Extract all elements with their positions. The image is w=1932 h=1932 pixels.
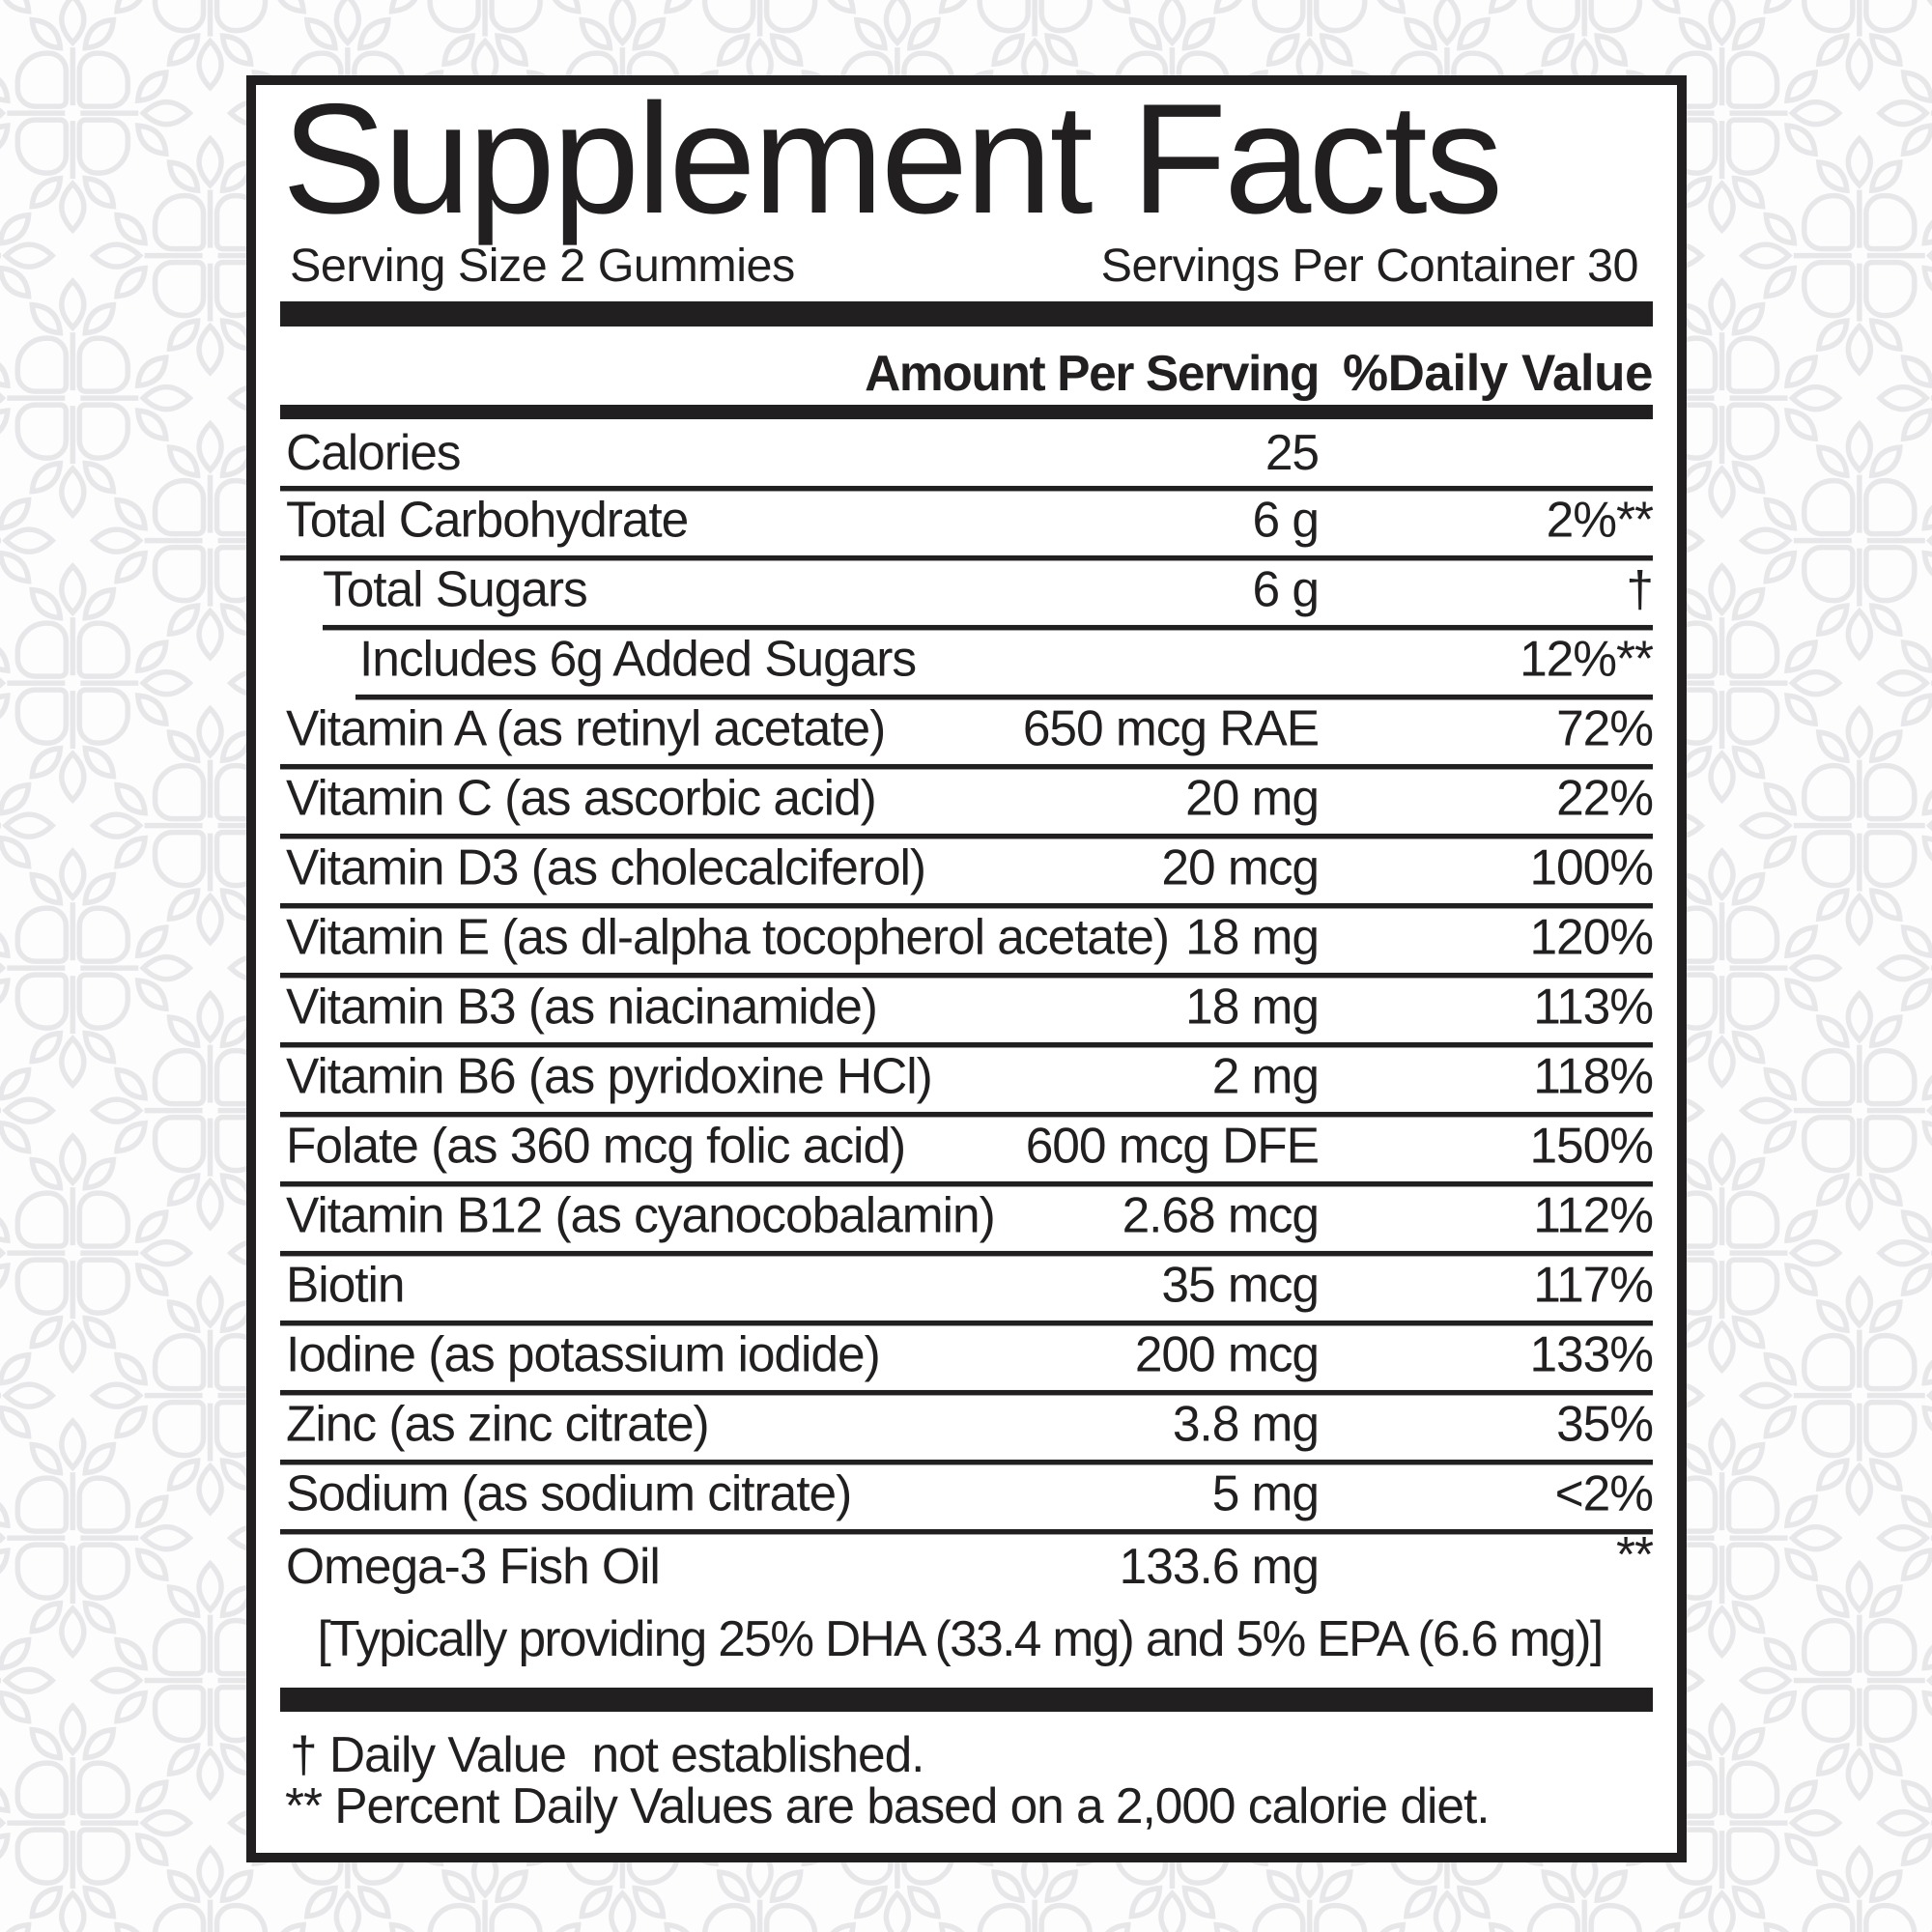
svg-text:120%: 120% [1529, 909, 1653, 965]
svg-text:Total Sugars: Total Sugars [323, 561, 587, 617]
svg-text:†: † [1626, 561, 1653, 617]
svg-text:200 mcg: 200 mcg [1135, 1326, 1319, 1382]
svg-text:**: ** [1616, 1526, 1654, 1582]
svg-text:Calories: Calories [286, 424, 461, 480]
svg-text:20 mcg: 20 mcg [1161, 839, 1319, 895]
svg-text:Serving Size 2 Gummies: Serving Size 2 Gummies [290, 240, 795, 292]
svg-text:† Daily Value not established: † Daily Value not established. [290, 1726, 923, 1782]
svg-text:112%: 112% [1533, 1187, 1653, 1243]
svg-text:2.68 mcg: 2.68 mcg [1122, 1187, 1319, 1243]
svg-text:Folate (as 360 mcg folic acid): Folate (as 360 mcg folic acid) [286, 1118, 905, 1174]
svg-text:35 mcg: 35 mcg [1161, 1257, 1319, 1313]
svg-text:6 g: 6 g [1253, 561, 1319, 617]
svg-text:Sodium (as sodium citrate): Sodium (as sodium citrate) [286, 1465, 851, 1521]
svg-text:18 mg: 18 mg [1185, 979, 1319, 1035]
svg-text:100%: 100% [1529, 839, 1653, 895]
svg-text:22%: 22% [1556, 770, 1653, 826]
svg-text:5 mg: 5 mg [1212, 1465, 1319, 1521]
svg-text:35%: 35% [1556, 1396, 1653, 1452]
svg-text:Vitamin D3 (as cholecalciferol: Vitamin D3 (as cholecalciferol) [286, 839, 925, 895]
svg-text:Vitamin A (as retinyl acetate): Vitamin A (as retinyl acetate) [286, 700, 885, 756]
svg-text:Vitamin E (as dl-alpha tocophe: Vitamin E (as dl-alpha tocopherol acetat… [286, 909, 1169, 965]
svg-text:Vitamin B6 (as pyridoxine HCl): Vitamin B6 (as pyridoxine HCl) [286, 1048, 932, 1104]
svg-text:133.6 mg: 133.6 mg [1120, 1538, 1319, 1594]
svg-text:18 mg: 18 mg [1185, 909, 1319, 965]
svg-text:6 g: 6 g [1253, 492, 1319, 548]
svg-text:Vitamin C (as ascorbic acid): Vitamin C (as ascorbic acid) [286, 770, 876, 826]
svg-text:** Percent Daily Values are ba: ** Percent Daily Values are based on a 2… [285, 1777, 1489, 1833]
svg-text:2%**: 2%** [1547, 492, 1654, 548]
svg-text:72%: 72% [1556, 700, 1653, 756]
svg-text:25: 25 [1265, 424, 1319, 480]
svg-text:%Daily Value: %Daily Value [1343, 345, 1653, 402]
svg-text:Omega-3 Fish Oil: Omega-3 Fish Oil [286, 1538, 660, 1594]
svg-text:3.8 mg: 3.8 mg [1173, 1396, 1319, 1452]
svg-text:Vitamin B12 (as cyanocobalamin: Vitamin B12 (as cyanocobalamin) [286, 1187, 995, 1243]
svg-text:150%: 150% [1529, 1118, 1653, 1174]
svg-text:Biotin: Biotin [286, 1257, 405, 1313]
svg-text:118%: 118% [1533, 1048, 1653, 1104]
svg-text:Servings Per Container 30: Servings Per Container 30 [1101, 240, 1638, 292]
svg-text:Vitamin B3 (as niacinamide): Vitamin B3 (as niacinamide) [286, 979, 877, 1035]
svg-text:600 mcg DFE: 600 mcg DFE [1026, 1118, 1319, 1174]
svg-text:650 mcg RAE: 650 mcg RAE [1023, 700, 1319, 756]
svg-text:20 mg: 20 mg [1185, 770, 1319, 826]
svg-text:Zinc (as zinc citrate): Zinc (as zinc citrate) [286, 1396, 709, 1452]
svg-text:Amount Per Serving: Amount Per Serving [865, 345, 1319, 401]
svg-text:[Typically providing 25% DHA (: [Typically providing 25% DHA (33.4 mg) a… [318, 1610, 1603, 1666]
svg-text:<2%: <2% [1555, 1465, 1653, 1521]
svg-text:Total Carbohydrate: Total Carbohydrate [286, 492, 688, 548]
svg-text:2 mg: 2 mg [1212, 1048, 1319, 1104]
svg-text:Includes 6g Added Sugars: Includes 6g Added Sugars [359, 631, 916, 687]
svg-text:12%**: 12%** [1520, 631, 1654, 687]
svg-text:Supplement Facts: Supplement Facts [282, 71, 1503, 246]
svg-text:117%: 117% [1533, 1257, 1653, 1313]
svg-text:Iodine (as potassium iodide): Iodine (as potassium iodide) [286, 1326, 880, 1382]
svg-text:133%: 133% [1529, 1326, 1653, 1382]
svg-text:113%: 113% [1533, 979, 1653, 1035]
